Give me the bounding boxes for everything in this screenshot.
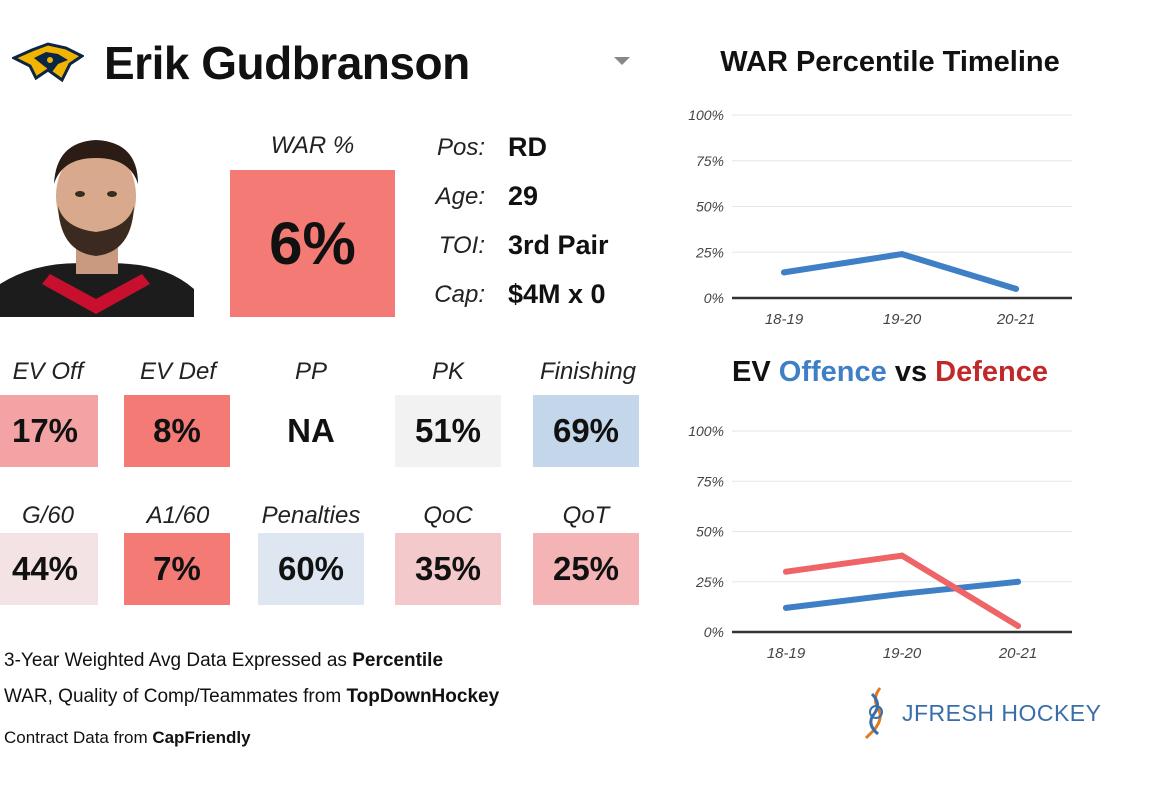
chart2-title-part: vs — [886, 356, 936, 388]
stat-label-ev-off: EV Off — [12, 358, 84, 385]
pos-value: RD — [508, 132, 547, 162]
y-tick-label: 100% — [688, 107, 724, 123]
data-point — [899, 552, 905, 559]
y-tick-label: 50% — [696, 199, 724, 215]
stat-label-finishing: Finishing — [539, 358, 637, 385]
x-tick-label: 19-20 — [883, 311, 922, 328]
player-name: Erik Gudbranson — [104, 37, 470, 89]
stat-box-a160: 7% — [124, 533, 230, 605]
footer-text: Contract Data from — [4, 728, 153, 747]
stat-box-ev-off: 17% — [0, 395, 98, 467]
stat-box-qot: 25% — [533, 533, 639, 605]
stat-label-g60: G/60 — [21, 502, 75, 529]
stat-label-pp: PP — [294, 358, 327, 385]
stat-label-ev-def: EV Def — [139, 358, 217, 385]
x-tick-label: 20-21 — [998, 645, 1037, 662]
y-tick-label: 0% — [704, 624, 724, 640]
data-point — [899, 590, 905, 597]
y-tick-label: 50% — [696, 524, 724, 540]
cap-label: Cap: — [434, 281, 485, 308]
data-point — [1013, 285, 1019, 292]
footer-text: WAR, Quality of Comp/Teammates from — [4, 686, 347, 707]
cap-value: $4M x 0 — [508, 279, 606, 309]
stat-box-pk: 51% — [395, 395, 501, 467]
stat-box-g60: 44% — [0, 533, 98, 605]
footer-text: 3-Year Weighted Avg Data Expressed as — [4, 650, 353, 671]
footer-line-2: WAR, Quality of Comp/Teammates from TopD… — [4, 686, 499, 708]
y-tick-label: 75% — [696, 473, 724, 489]
y-tick-label: 0% — [704, 290, 724, 306]
x-tick-label: 20-21 — [996, 311, 1035, 328]
data-point — [783, 568, 789, 575]
footer-line-1: 3-Year Weighted Avg Data Expressed as Pe… — [4, 650, 443, 672]
stat-label-qot: QoT — [562, 502, 610, 529]
war-timeline-chart: 0% 25% 50% 75% 100% 18-19 19-20 20-21 — [688, 107, 1072, 328]
chart2-title-offence: Offence — [778, 356, 887, 388]
y-tick-label: 100% — [688, 423, 724, 439]
footer-bold: Percentile — [352, 650, 444, 671]
data-point — [783, 604, 789, 611]
brand-name: JFRESH HOCKEY — [902, 700, 1102, 726]
age-label: Age: — [435, 183, 485, 210]
stat-box-pp: NA — [258, 395, 364, 467]
war-label: WAR % — [270, 132, 355, 159]
data-point — [899, 251, 905, 258]
y-tick-label: 25% — [695, 574, 724, 590]
stat-box-penalties: 60% — [258, 533, 364, 605]
x-tick-label: 18-19 — [765, 311, 804, 328]
y-tick-label: 75% — [696, 153, 724, 169]
stat-label-pk: PK — [431, 358, 464, 385]
toi-label: TOI: — [438, 232, 485, 259]
jfresh-logo-icon — [862, 686, 892, 740]
war-value-box: 6% — [230, 170, 395, 317]
footer-bold: CapFriendly — [152, 728, 251, 747]
predators-logo-icon — [10, 40, 85, 84]
series-line-war — [781, 251, 1019, 292]
player-photo — [0, 124, 194, 317]
chart1-title: WAR Percentile Timeline — [720, 46, 1060, 78]
stat-label-qoc: QoC — [423, 502, 473, 529]
stat-label-a160: A1/60 — [146, 502, 210, 529]
ev-offence-defence-chart: 0% 25% 50% 75% 100% 18-19 19-20 20-21 — [688, 423, 1072, 662]
stat-box-qoc: 35% — [395, 533, 501, 605]
toi-value: 3rd Pair — [508, 230, 609, 260]
chart2-title: EV Offence vs Defence — [690, 356, 1090, 389]
chart2-title-defence: Defence — [935, 356, 1048, 388]
stat-label-penalties: Penalties — [261, 502, 361, 529]
pos-label: Pos: — [436, 134, 485, 161]
age-value: 29 — [508, 181, 539, 211]
x-tick-label: 18-19 — [767, 645, 806, 662]
stat-box-ev-def: 8% — [124, 395, 230, 467]
footer-bold: TopDownHockey — [346, 686, 500, 707]
y-tick-label: 25% — [695, 244, 724, 260]
data-point — [1015, 622, 1021, 629]
data-point — [781, 269, 787, 276]
data-point — [1015, 578, 1021, 585]
chevron-down-icon[interactable] — [614, 57, 630, 65]
footer-line-3: Contract Data from CapFriendly — [4, 728, 251, 748]
stat-box-finishing: 69% — [533, 395, 639, 467]
chart2-title-part: EV — [732, 356, 779, 388]
x-tick-label: 19-20 — [883, 645, 922, 662]
